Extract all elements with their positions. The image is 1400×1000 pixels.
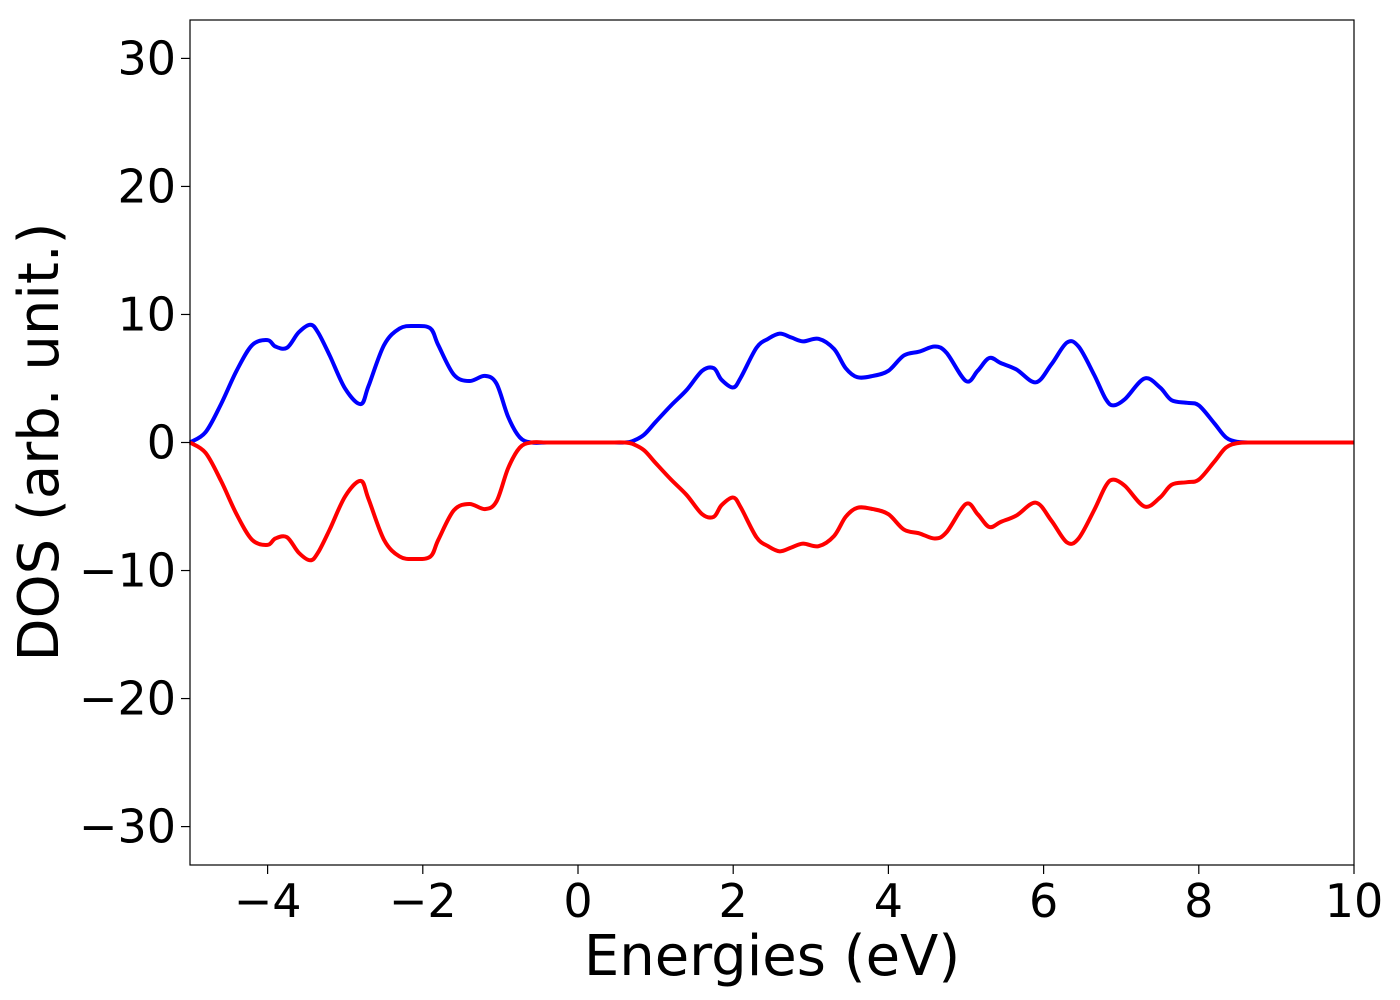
y-tick-label: 30	[117, 31, 176, 85]
y-tick-label: −10	[79, 544, 176, 598]
x-tick-label: 10	[1325, 874, 1384, 928]
series-line-1	[188, 440, 1354, 563]
y-tick-label: −20	[79, 672, 176, 726]
y-tick-label: 10	[117, 287, 176, 341]
y-axis-title: DOS (arb. unit.)	[7, 222, 72, 661]
plot-frame	[189, 19, 1355, 866]
x-tick-label: 6	[1029, 874, 1058, 928]
x-tick-label: 8	[1184, 874, 1213, 928]
y-tick-label: 20	[117, 159, 176, 213]
y-tick-label: 0	[147, 416, 176, 470]
x-axis-title: Energies (eV)	[584, 924, 960, 989]
x-tick-label: 4	[874, 874, 903, 928]
x-tick-label: 2	[719, 874, 748, 928]
series-line-0	[188, 322, 1354, 445]
x-tick-label: 0	[563, 874, 592, 928]
x-tick-label: −2	[389, 874, 457, 928]
x-tick-label: −4	[234, 874, 302, 928]
series-layer	[188, 322, 1354, 563]
y-tick-label: −30	[79, 800, 176, 854]
